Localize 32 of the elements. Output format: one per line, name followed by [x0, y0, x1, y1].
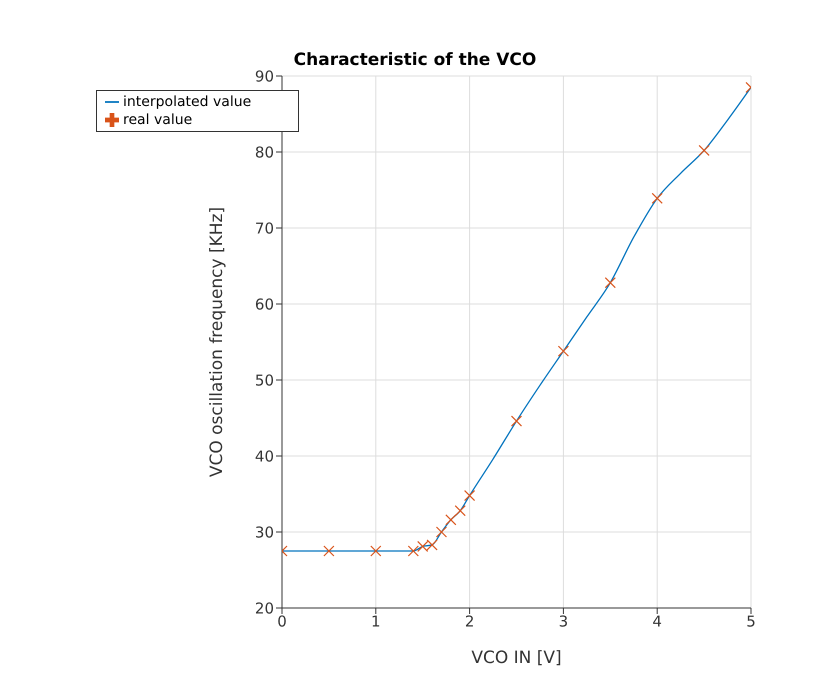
y-tick-label: 60	[254, 295, 274, 314]
y-tick-label: 30	[254, 523, 274, 542]
legend-label: real value	[123, 112, 192, 128]
line-series	[282, 86, 751, 552]
point	[436, 526, 448, 538]
chart-title: Characteristic of the VCO	[294, 50, 536, 70]
point	[510, 415, 522, 427]
point	[445, 514, 456, 526]
y-tick-label: 70	[254, 219, 274, 238]
x-tick-label: 2	[464, 612, 474, 631]
point	[604, 277, 616, 288]
x-axis-title: VCO IN [V]	[471, 648, 562, 668]
point	[454, 505, 466, 516]
y-tick-label: 50	[254, 371, 274, 390]
point	[558, 346, 569, 357]
point	[652, 192, 663, 204]
point	[464, 490, 476, 502]
y-tick-label: 20	[254, 599, 274, 618]
point	[698, 144, 710, 156]
x-tick-label: 3	[558, 612, 568, 631]
y-axis-title: VCO oscillation frequency [KHz]	[207, 206, 228, 478]
x-tick-label: 5	[746, 612, 756, 631]
x-tick-label: 4	[652, 612, 662, 631]
y-tick-label: 40	[254, 447, 274, 466]
x-tick-label: 0	[277, 612, 287, 631]
y-tick-label: 90	[254, 67, 274, 86]
point	[408, 545, 419, 557]
x-tick-label: 1	[371, 612, 381, 631]
y-tick-label: 80	[254, 143, 274, 162]
point	[370, 545, 382, 557]
legend-label: interpolated value	[123, 94, 252, 110]
point	[323, 545, 334, 557]
